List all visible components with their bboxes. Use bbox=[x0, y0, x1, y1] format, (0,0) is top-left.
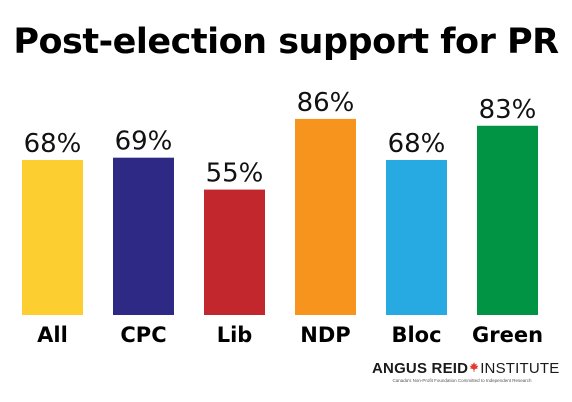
branding: ANGUS REID INSTITUTE Canada's Non-Profit … bbox=[372, 360, 559, 383]
category-label-green: Green bbox=[472, 323, 543, 347]
bar-all bbox=[22, 159, 83, 315]
brand-name: ANGUS REID INSTITUTE bbox=[372, 360, 559, 377]
brand-name-part2: INSTITUTE bbox=[480, 360, 560, 377]
value-label-lib: 55% bbox=[206, 159, 264, 189]
brand-tagline: Canada's Non-Profit Foundation Committed… bbox=[392, 378, 532, 383]
bar-cpc bbox=[113, 157, 174, 315]
category-label-cpc: CPC bbox=[120, 323, 166, 347]
bar-green bbox=[477, 125, 538, 315]
chart-title: Post-election support for PR bbox=[13, 22, 559, 62]
value-label-green: 83% bbox=[479, 95, 537, 125]
value-label-bloc: 68% bbox=[388, 129, 446, 159]
bar-ndp bbox=[295, 118, 356, 315]
value-label-ndp: 86% bbox=[297, 88, 355, 118]
brand-name-part1: ANGUS REID bbox=[372, 360, 469, 377]
category-label-all: All bbox=[37, 323, 68, 347]
category-label-bloc: Bloc bbox=[391, 323, 441, 347]
bar-lib bbox=[204, 189, 265, 315]
value-label-all: 68% bbox=[24, 129, 82, 159]
maple-leaf-icon bbox=[469, 362, 479, 372]
category-label-ndp: NDP bbox=[300, 323, 350, 347]
category-label-lib: Lib bbox=[217, 323, 253, 347]
bar-bloc bbox=[386, 159, 447, 315]
value-label-cpc: 69% bbox=[115, 127, 173, 157]
